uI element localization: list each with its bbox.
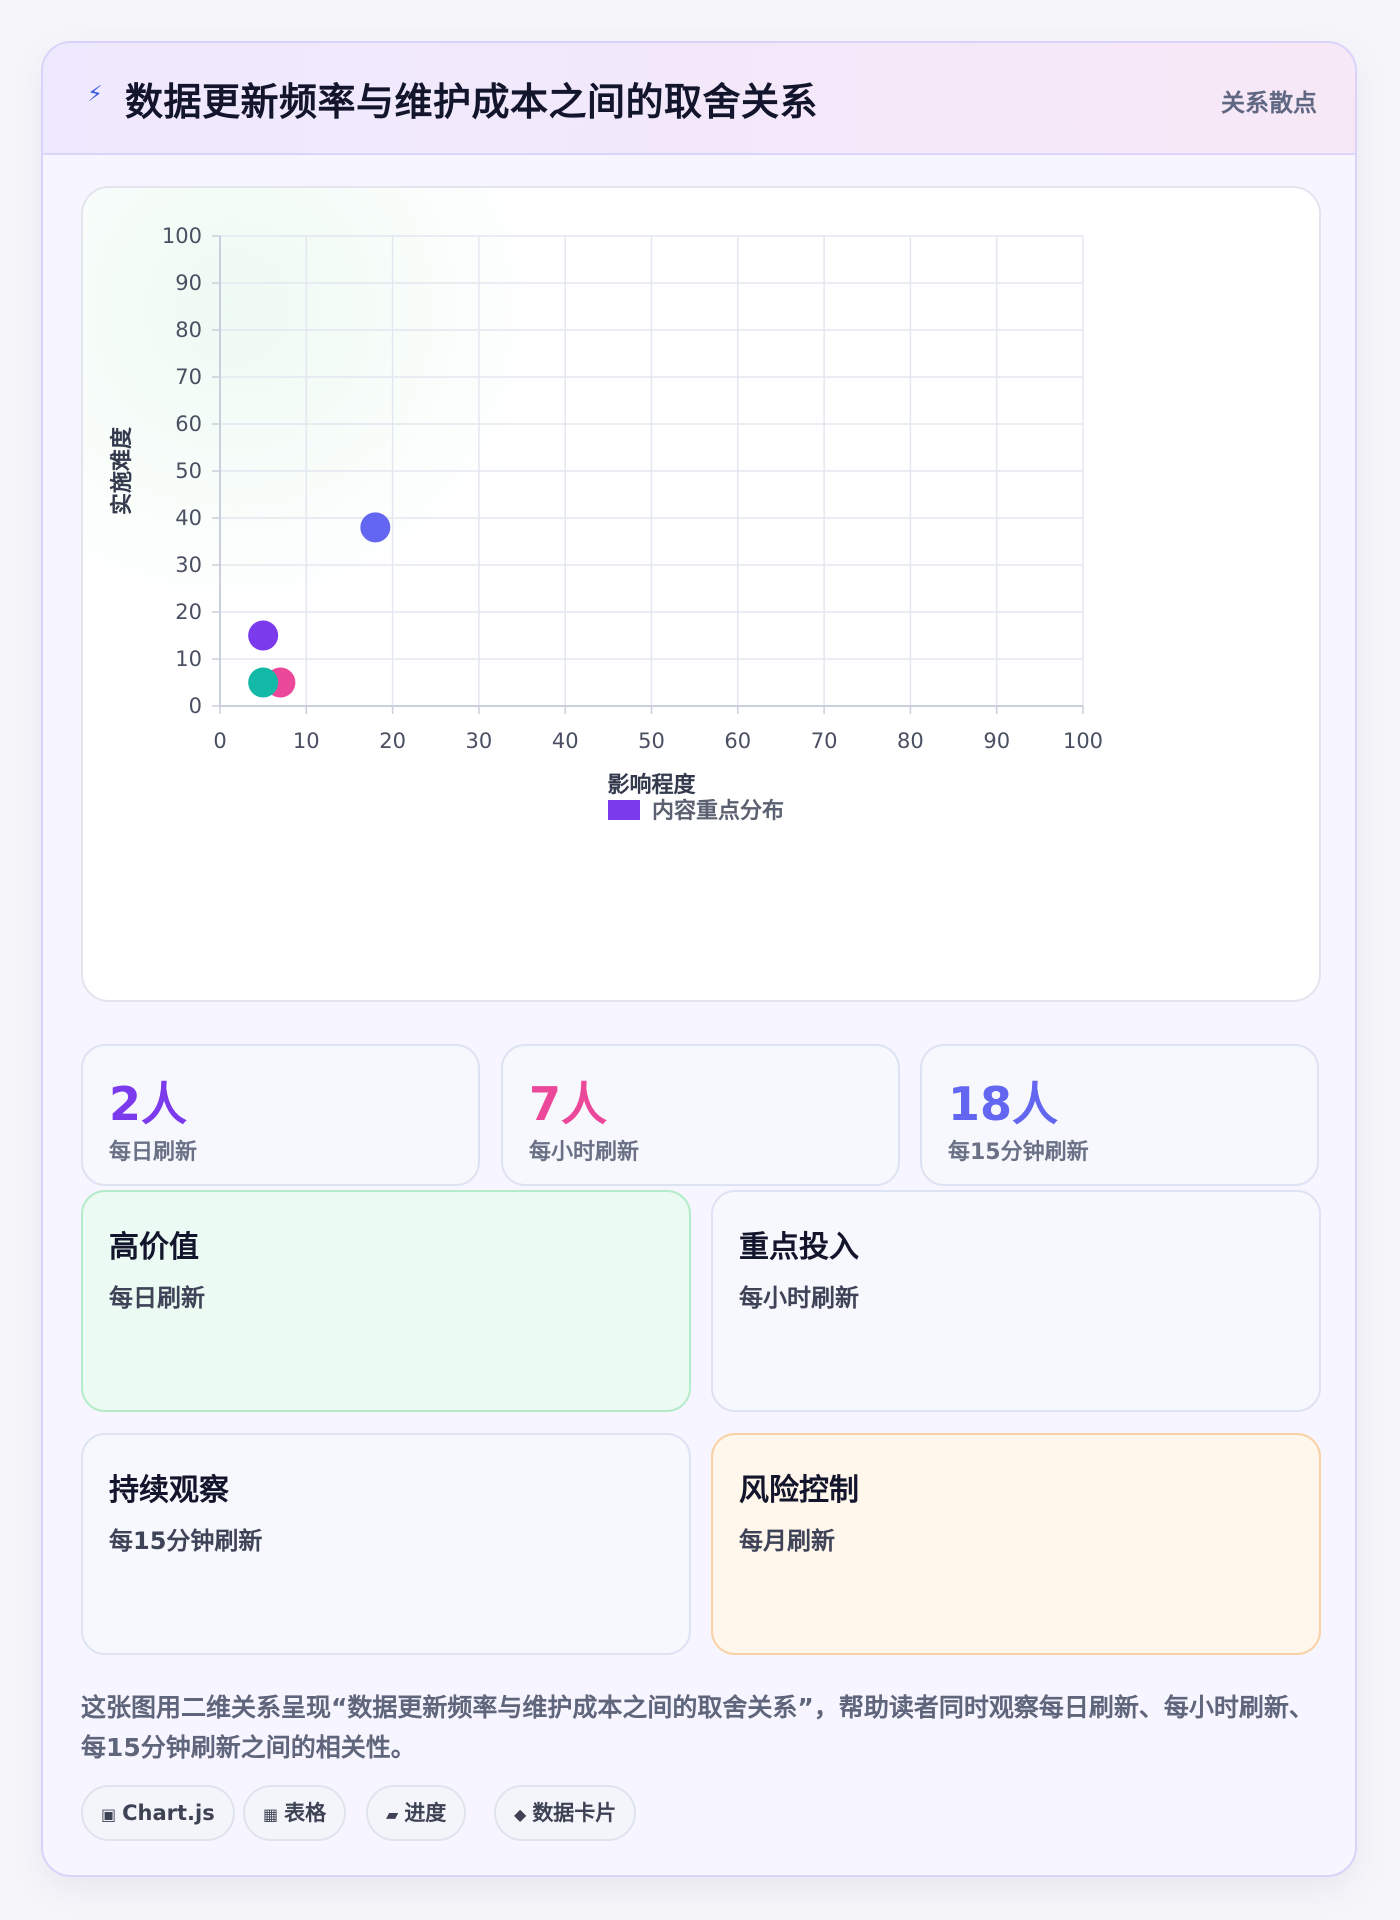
x-tick-label: 50 — [638, 729, 665, 753]
data-point — [248, 667, 279, 698]
stat-label: 每小时刷新 — [529, 1140, 640, 1165]
chart-type-tag: 关系散点 — [1221, 89, 1317, 117]
widget-icon: ▣ — [101, 1805, 117, 1824]
chip-label: 表格 — [284, 1801, 327, 1825]
quadrant-key-investment: 重点投入 每小时刷新 — [711, 1190, 1321, 1412]
chip-label: Chart.js — [122, 1801, 215, 1825]
card-header: ⚡ 数据更新频率与维护成本之间的取舍关系 关系散点 — [43, 43, 1355, 155]
stat-value: 18人 — [948, 1077, 1059, 1131]
legend-swatch — [608, 800, 640, 820]
quadrant-watch: 持续观察 每15分钟刷新 — [81, 1433, 691, 1655]
stat-value: 7人 — [529, 1077, 608, 1131]
x-tick-label: 100 — [1063, 729, 1103, 753]
quadrant-risk-control: 风险控制 每月刷新 — [711, 1433, 1321, 1655]
y-tick-label: 10 — [175, 647, 202, 671]
y-tick-label: 30 — [175, 553, 202, 577]
quadrant-title: 重点投入 — [739, 1230, 859, 1265]
x-tick-label: 10 — [293, 729, 320, 753]
data-point — [360, 512, 391, 543]
stat-label: 每15分钟刷新 — [948, 1140, 1089, 1165]
quadrant-high-value: 高价值 每日刷新 — [81, 1190, 691, 1412]
chart-panel: 0 10 20 30 40 50 60 70 80 90 100 0 10 20 30 40 50 60 70 80 9… — [81, 186, 1321, 1002]
quadrant-subtitle: 每小时刷新 — [739, 1284, 859, 1312]
chip-chartjs[interactable]: ▣ Chart.js — [81, 1785, 235, 1841]
stat-value: 2人 — [109, 1077, 188, 1131]
x-tick-label: 40 — [552, 729, 579, 753]
chart-card: ⚡ 数据更新频率与维护成本之间的取舍关系 关系散点 0 10 20 30 40 50 60 7… — [41, 41, 1357, 1877]
table-icon: ▦ — [263, 1805, 279, 1824]
y-tick-label: 40 — [175, 506, 202, 530]
lightning-icon: ⚡ — [87, 82, 103, 107]
page-title: 数据更新频率与维护成本之间的取舍关系 — [125, 80, 819, 124]
y-tick-label: 0 — [189, 694, 202, 718]
y-axis-title: 实施难度 — [109, 426, 135, 515]
y-tick-label: 60 — [175, 412, 202, 436]
chip-label: 进度 — [404, 1801, 447, 1825]
stat-card-hourly: 7人 每小时刷新 — [501, 1044, 900, 1186]
quadrant-title: 风险控制 — [739, 1473, 859, 1508]
stat-label: 每日刷新 — [109, 1140, 198, 1165]
x-tick-label: 60 — [724, 729, 751, 753]
quadrant-subtitle: 每15分钟刷新 — [109, 1527, 263, 1555]
quadrant-subtitle: 每月刷新 — [739, 1527, 835, 1555]
y-tick-label: 80 — [175, 318, 202, 342]
y-tick-label: 90 — [175, 271, 202, 295]
chip-progress[interactable]: ▰ 进度 — [366, 1785, 467, 1841]
chart-description: 这张图用二维关系呈现“数据更新频率与维护成本之间的取舍关系”，帮助读者同时观察每… — [81, 1693, 1314, 1762]
x-tick-label: 0 — [213, 729, 226, 753]
y-tick-label: 20 — [175, 600, 202, 624]
chip-data-card[interactable]: ◆ 数据卡片 — [494, 1785, 637, 1841]
progress-icon: ▰ — [386, 1805, 399, 1824]
quadrant-title: 高价值 — [109, 1230, 199, 1265]
quadrant-title: 持续观察 — [109, 1473, 229, 1508]
data-point — [248, 620, 279, 651]
scatter-chart: 0 10 20 30 40 50 60 70 80 90 100 0 10 20 30 40 50 60 70 80 9… — [109, 224, 1103, 824]
chip-table[interactable]: ▦ 表格 — [243, 1785, 347, 1841]
x-tick-label: 70 — [811, 729, 838, 753]
x-tick-label: 30 — [466, 729, 493, 753]
legend-label: 内容重点分布 — [652, 798, 784, 824]
quadrant-subtitle: 每日刷新 — [109, 1284, 205, 1312]
x-tick-label: 20 — [379, 729, 406, 753]
chip-label: 数据卡片 — [532, 1801, 617, 1825]
stat-card-15min: 18人 每15分钟刷新 — [920, 1044, 1319, 1186]
x-axis-title: 影响程度 — [607, 772, 696, 798]
y-tick-label: 100 — [162, 224, 202, 248]
y-tick-label: 70 — [175, 365, 202, 389]
stat-card-daily: 2人 每日刷新 — [81, 1044, 480, 1186]
x-tick-label: 80 — [897, 729, 924, 753]
x-tick-label: 90 — [983, 729, 1010, 753]
y-tick-label: 50 — [175, 459, 202, 483]
diamond-icon: ◆ — [514, 1805, 527, 1824]
